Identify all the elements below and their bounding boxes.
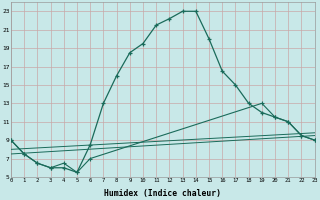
X-axis label: Humidex (Indice chaleur): Humidex (Indice chaleur) — [104, 189, 221, 198]
